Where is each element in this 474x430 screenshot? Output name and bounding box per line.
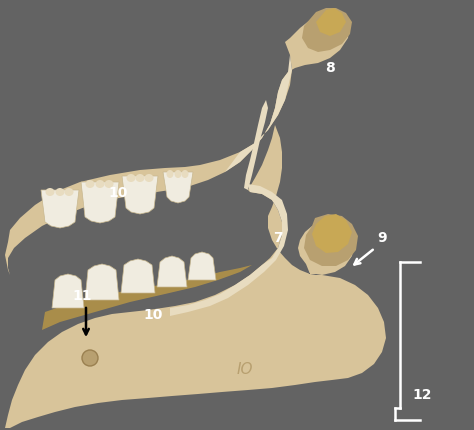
Text: 9: 9 — [377, 231, 387, 245]
Polygon shape — [121, 259, 155, 293]
Text: 10: 10 — [143, 308, 163, 322]
Text: 8: 8 — [325, 61, 335, 75]
Polygon shape — [163, 172, 193, 203]
Polygon shape — [170, 184, 288, 316]
Polygon shape — [122, 176, 158, 214]
Polygon shape — [244, 100, 268, 190]
Ellipse shape — [127, 174, 136, 182]
Text: IO: IO — [237, 362, 253, 378]
Ellipse shape — [85, 180, 94, 188]
Polygon shape — [81, 182, 119, 223]
Polygon shape — [188, 252, 216, 280]
Polygon shape — [41, 190, 79, 228]
Polygon shape — [42, 265, 252, 330]
Text: 11: 11 — [72, 289, 92, 303]
Polygon shape — [312, 214, 352, 253]
Ellipse shape — [95, 180, 104, 188]
Text: 7: 7 — [273, 231, 283, 245]
Ellipse shape — [46, 188, 55, 196]
Ellipse shape — [55, 188, 64, 196]
Polygon shape — [5, 12, 350, 275]
Polygon shape — [208, 55, 292, 180]
Polygon shape — [85, 264, 119, 300]
Text: 10: 10 — [109, 186, 128, 200]
Ellipse shape — [64, 188, 73, 196]
Ellipse shape — [166, 170, 173, 178]
Circle shape — [82, 350, 98, 366]
Ellipse shape — [104, 180, 113, 188]
Ellipse shape — [145, 174, 154, 182]
Polygon shape — [157, 256, 187, 287]
Ellipse shape — [182, 170, 189, 178]
Polygon shape — [52, 274, 84, 308]
Polygon shape — [302, 8, 352, 52]
Polygon shape — [5, 115, 386, 428]
Polygon shape — [316, 8, 346, 36]
Polygon shape — [304, 214, 358, 266]
Text: 12: 12 — [412, 388, 432, 402]
Ellipse shape — [174, 170, 182, 178]
Ellipse shape — [136, 174, 145, 182]
